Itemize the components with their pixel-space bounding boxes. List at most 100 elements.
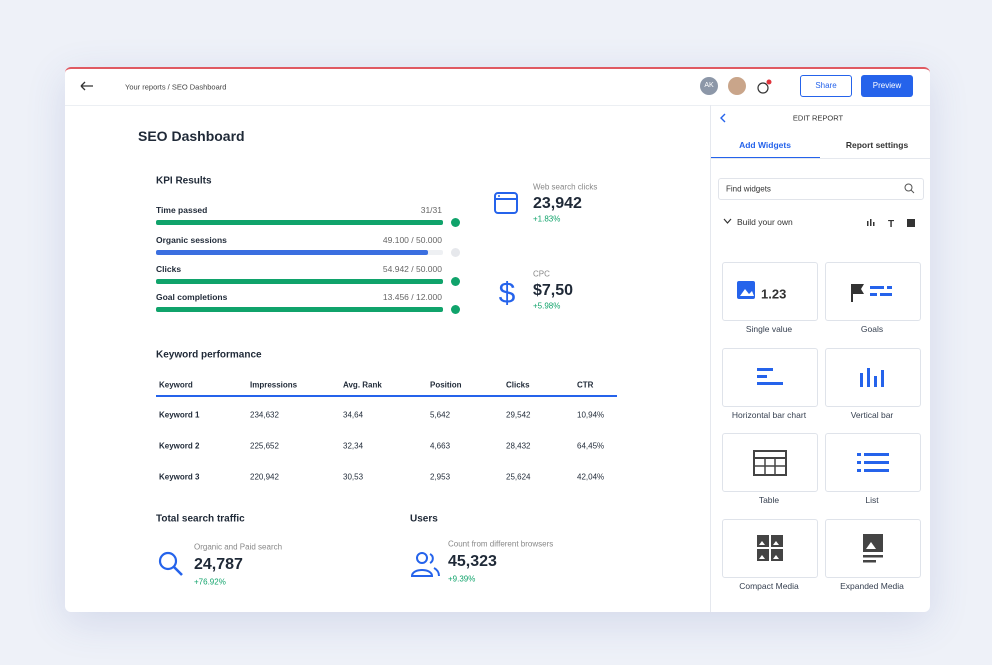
- tab[interactable]: Report settings: [845, 140, 909, 150]
- browser-icon: [494, 192, 518, 214]
- traffic-value: 24,787: [194, 556, 243, 573]
- kpi-value: 49.100 / 50.000: [382, 235, 442, 245]
- kpi-label: Organic sessions: [156, 235, 227, 245]
- breadcrumb[interactable]: Your reports / SEO Dashboard: [125, 82, 227, 92]
- table-header: Position: [430, 380, 462, 390]
- panel-divider: [710, 105, 711, 612]
- table-cell: 220,942: [250, 472, 279, 482]
- kpi-bar: [156, 279, 443, 284]
- kpi-check: [451, 305, 460, 314]
- tab-active[interactable]: Add Widgets: [739, 140, 791, 150]
- widget-icon: 1.23: [737, 280, 786, 301]
- table-cell: 30,53: [343, 472, 364, 482]
- widget-single-value[interactable]: 1.23: [722, 262, 818, 321]
- table-cell: 10,94%: [577, 410, 605, 420]
- kpi-check: [451, 218, 460, 227]
- widget-icon: [857, 452, 889, 472]
- table-cell: 25,624: [506, 472, 531, 482]
- share-button[interactable]: Share: [800, 75, 852, 97]
- panel-back[interactable]: [719, 113, 727, 123]
- kpi-check: [451, 277, 460, 286]
- kpi-value: 13.456 / 12.000: [382, 292, 442, 302]
- avatar[interactable]: AK: [700, 77, 718, 95]
- widget-label: Horizontal bar chart: [731, 409, 807, 420]
- widget-vertical-bar[interactable]: [825, 347, 921, 407]
- table-cell: Keyword 2: [159, 441, 200, 451]
- widget-icon: [757, 368, 783, 385]
- metric-value: $7,50: [533, 282, 574, 299]
- kpi-bar: [156, 307, 443, 312]
- table-header: Impressions: [250, 380, 298, 390]
- table-header-line: [156, 395, 617, 397]
- dollar-icon: $: [499, 277, 516, 309]
- keywords-title: Keyword performance: [156, 349, 262, 361]
- table-cell: 5,642: [430, 410, 451, 420]
- table-header: CTR: [577, 380, 594, 390]
- table-header: Avg. Rank: [343, 380, 382, 390]
- search-small-icon: [904, 183, 915, 194]
- traffic-title: Total search traffic: [156, 513, 245, 525]
- widget-table[interactable]: [722, 433, 818, 492]
- metric-value: 23,942: [533, 195, 582, 212]
- users-title: Users: [410, 513, 438, 525]
- traffic-change: +76.92%: [194, 577, 226, 587]
- kpi-label: Time passed: [156, 205, 208, 215]
- collapse-icon[interactable]: [723, 218, 732, 225]
- chat-icon[interactable]: [755, 78, 773, 96]
- table-cell: 32,34: [343, 441, 364, 451]
- kpi-pending: [451, 248, 460, 257]
- table-header: Clicks: [506, 380, 530, 390]
- widget-icon: [863, 534, 883, 563]
- users-value: 45,323: [448, 553, 497, 570]
- panel-title: EDIT REPORT: [792, 113, 844, 123]
- metric-label: Web search clicks: [533, 182, 598, 192]
- metric-change: +5.98%: [533, 301, 561, 311]
- widget-expanded-media[interactable]: [825, 518, 921, 578]
- section-title: Build your own: [737, 217, 793, 227]
- table-cell: 234,632: [250, 410, 279, 420]
- widget-goals[interactable]: [825, 262, 921, 321]
- kpi-label: Goal completions: [156, 292, 228, 302]
- single-value-sample: 1.23: [761, 286, 786, 301]
- kpi-label: Clicks: [156, 264, 182, 274]
- table-cell: 225,652: [250, 441, 279, 451]
- users-change: +9.39%: [448, 574, 476, 584]
- table-cell: Keyword 3: [159, 472, 200, 482]
- traffic-label: Organic and Paid search: [194, 542, 283, 552]
- kpi-bar: [156, 250, 428, 255]
- table-cell: 42,04%: [577, 472, 605, 482]
- widget-label: List: [865, 495, 879, 505]
- widget-label: Vertical bar: [850, 409, 894, 420]
- kpi-title: KPI Results: [156, 175, 212, 187]
- dashboard-title: SEO Dashboard: [138, 128, 245, 144]
- table-header: Keyword: [159, 380, 193, 390]
- search-icon: [158, 551, 183, 576]
- svg-text:$: $: [499, 277, 516, 309]
- kpi-bar: [156, 220, 443, 225]
- kpi-value: 54.942 / 50.000: [382, 264, 442, 274]
- widget-icon: [860, 368, 884, 387]
- avatar-photo[interactable]: [728, 77, 746, 95]
- users-label: Count from different browsers: [448, 539, 554, 549]
- widget-label: Compact Media: [739, 580, 799, 591]
- search-box[interactable]: [718, 178, 924, 200]
- users-icon: [410, 552, 440, 577]
- svg-text:T: T: [888, 219, 894, 229]
- widget-compact-media[interactable]: [722, 518, 818, 578]
- widget-icon: [851, 283, 892, 302]
- app-window: Your reports / SEO Dashboard AK Share Pr…: [65, 67, 930, 612]
- preview-button[interactable]: Preview: [861, 75, 913, 97]
- table-cell: 4,663: [430, 441, 451, 451]
- widget-horizontal-bar[interactable]: [722, 347, 818, 407]
- widget-icon: [757, 535, 783, 561]
- search-placeholder: Find widgets: [726, 184, 771, 194]
- metric-label: CPC: [533, 269, 550, 279]
- widget-icon: [753, 449, 787, 476]
- header-divider: [65, 105, 930, 106]
- widget-list[interactable]: [825, 433, 921, 492]
- table-cell: 28,432: [506, 441, 531, 451]
- back-button[interactable]: [80, 81, 94, 91]
- metric-change: +1.83%: [533, 214, 561, 224]
- table-cell: Keyword 1: [159, 410, 200, 420]
